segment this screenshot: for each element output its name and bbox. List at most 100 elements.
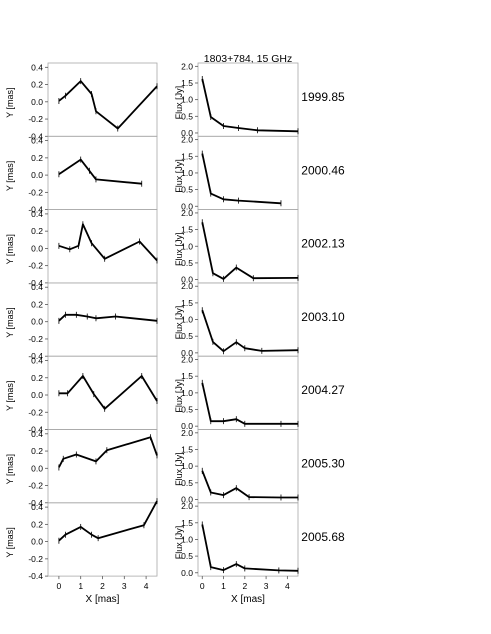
panel-row: 0.4 0.2 0.0 -0.2 -0.4 Y [mas] 2.0 1.5 1.0 0.5 0.0 F… [5,428,345,508]
position-ytick-label: 0.2 [31,226,43,236]
flux-ytick-label: 1.0 [181,241,193,251]
position-ytick-label: -0.4 [28,571,43,581]
position-ytick-label: 0.0 [31,317,43,327]
position-ytick-label: 0.2 [31,519,43,529]
position-ytick-label: 0.0 [31,170,43,180]
position-ytick-label: -0.4 [28,205,43,215]
panel-row: 0.4 0.2 0.0 -0.2 -0.4 Y [mas] 2.0 1.5 1.0 0.5 0.0 F… [5,61,345,141]
position-ylabel: Y [mas] [5,87,15,117]
flux-ytick-label: 1.5 [181,371,193,381]
position-ylabel: Y [mas] [5,454,15,484]
flux-ytick-label: 0.0 [181,568,193,578]
position-ytick-label: -0.2 [28,187,43,197]
position-xtick-label: 2 [100,581,105,591]
flux-series-line [201,78,299,133]
flux-ytick-label: 1.5 [181,225,193,235]
position-ytick-label: 0.4 [31,429,43,439]
flux-ytick-label: 1.5 [181,78,193,88]
flux-ytick-label: 1.0 [181,388,193,398]
position-ytick-label: 0.4 [31,136,43,146]
flux-ylabel: Flux [Jy] [174,159,184,193]
position-series-line [58,223,158,262]
flux-ytick-label: 0.5 [181,551,193,561]
flux-ytick-label: 1.0 [181,461,193,471]
flux-series-line [201,222,299,280]
flux-ylabel: Flux [Jy] [174,452,184,486]
flux-ytick-label: 0.5 [181,405,193,415]
flux-series-line [201,153,282,205]
position-ytick-label: 0.4 [31,502,43,512]
flux-ytick-label: 2.0 [181,135,193,145]
epoch-label: 2002.13 [301,237,345,251]
flux-ytick-label: 2.0 [181,281,193,291]
position-ytick-label: 0.4 [31,356,43,366]
flux-ytick-label: 1.5 [181,444,193,454]
flux-ytick-label: 1.0 [181,168,193,178]
flux-ytick-label: 1.0 [181,95,193,105]
flux-ytick-label: 0.0 [181,348,193,358]
position-frame [47,502,158,577]
flux-ytick-label: 1.0 [181,534,193,544]
epoch-label: 2005.68 [301,530,345,544]
position-ytick-label: 0.2 [31,373,43,383]
position-ytick-label: 0.2 [31,299,43,309]
position-ytick-label: 0.4 [31,282,43,292]
position-xtick-label: 4 [144,581,149,591]
position-ytick-label: 0.0 [31,97,43,107]
position-series-line [58,375,158,410]
position-ytick-label: -0.2 [28,554,43,564]
position-frame [47,62,158,137]
position-frame [47,135,158,211]
flux-series-line [201,470,298,499]
flux-ytick-label: 0.5 [181,258,193,268]
position-ytick-label: 0.2 [31,80,43,90]
position-ylabel: Y [mas] [5,527,15,557]
flux-ytick-label: 2.0 [181,208,193,218]
flux-ytick-label: 0.5 [181,478,193,488]
epoch-label: 2000.46 [301,163,345,177]
position-frame [47,209,158,284]
position-ylabel: Y [mas] [5,161,15,191]
flux-series-line [201,309,299,353]
position-ytick-label: 0.4 [31,209,43,219]
position-ytick-label: -0.4 [28,425,43,435]
flux-frame [197,355,299,430]
position-xtick-label: 0 [57,581,62,591]
position-ytick-label: 0.0 [31,390,43,400]
flux-ytick-label: 1.5 [181,298,193,308]
flux-ytick-label: 0.5 [181,185,193,195]
flux-ylabel: Flux [Jy] [174,526,184,560]
position-ytick-label: 0.0 [31,243,43,253]
flux-xtick-label: 2 [242,581,247,591]
flux-ytick-label: 0.5 [181,331,193,341]
position-ytick-label: -0.2 [28,114,43,124]
position-series-line [58,500,158,542]
position-ytick-label: -0.4 [28,131,43,141]
epoch-label: 2004.27 [301,383,345,397]
flux-ytick-label: 0.0 [181,201,193,211]
flux-ylabel: Flux [Jy] [174,379,184,413]
flux-ytick-label: 0.0 [181,421,193,431]
position-ytick-label: -0.2 [28,481,43,491]
flux-ytick-label: 2.0 [181,428,193,438]
position-series-line [58,80,158,130]
flux-frame [197,282,299,357]
position-ytick-label: -0.4 [28,278,43,288]
flux-ylabel: Flux [Jy] [174,232,184,266]
epoch-label: 2005.30 [301,457,345,471]
flux-series-line [201,382,298,425]
position-xtick-label: 1 [78,581,83,591]
flux-ytick-label: 0.0 [181,494,193,504]
epoch-label: 2003.10 [301,310,345,324]
position-ytick-label: 0.0 [31,537,43,547]
figure-title: 1803+784, 15 GHz [204,53,292,65]
epoch-label: 1999.85 [301,90,345,104]
panel-row: 0.4 0.2 0.0 -0.2 -0.4 Y [mas] 2.0 1.5 1.0 0.5 0.0 F… [5,208,345,288]
flux-series-line [201,524,299,572]
position-series-line [58,313,158,322]
position-ytick-label: -0.2 [28,407,43,417]
flux-frame [197,135,299,211]
flux-ytick-label: 1.5 [181,151,193,161]
flux-xtick-label: 1 [221,581,226,591]
